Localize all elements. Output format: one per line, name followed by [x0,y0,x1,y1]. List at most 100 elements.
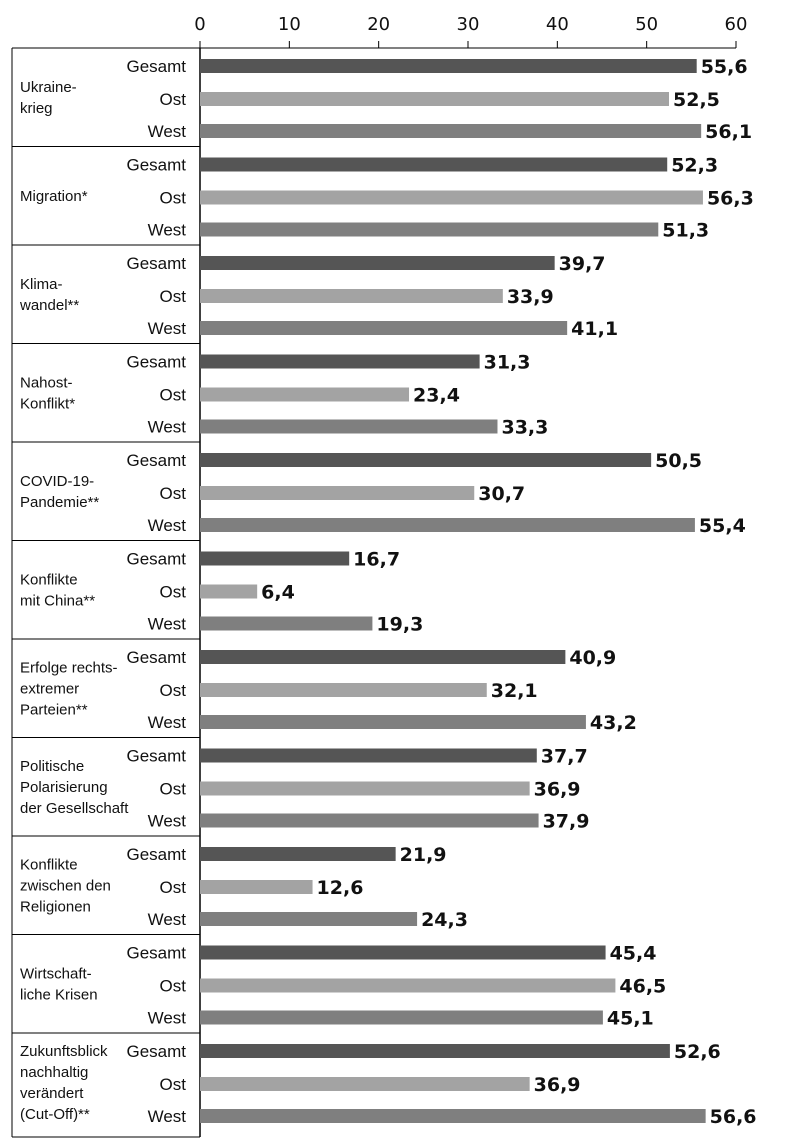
series-label-west: West [148,812,187,831]
group-label-line: nachhaltig [20,1064,88,1081]
value-label: 43,2 [590,712,637,734]
series-label-ost: Ost [160,878,187,897]
bar-ost [200,683,487,697]
value-label: 23,4 [413,385,460,407]
value-label: 24,3 [421,909,468,931]
group-label-line: zwischen den [20,877,111,894]
bar-gesamt [200,453,652,467]
bar-ost [200,781,530,796]
group-label: Ukraine-krieg [20,79,77,117]
value-label: 55,6 [701,56,748,78]
group-label-line: Nahost- [20,374,73,391]
group-label-line: Migration* [20,188,88,205]
value-label: 6,4 [261,582,295,604]
bar-west [200,715,586,729]
group-label-line: Zukunftsblick [20,1043,108,1060]
value-label: 37,9 [543,811,590,833]
bar-ost [200,584,258,599]
value-label: 37,7 [541,746,588,768]
series-label-gesamt: Gesamt [126,845,186,864]
group-label-line: Erfolge rechts- [20,659,118,676]
group-label-line: Politische [20,758,84,775]
series-label-west: West [148,122,187,141]
value-label: 33,9 [507,286,554,308]
group-label-line: COVID-19- [20,473,94,490]
value-label: 30,7 [478,483,525,505]
value-label: 19,3 [376,614,423,636]
value-label: 56,6 [710,1106,757,1128]
group-label-line: extremer [20,680,79,697]
bar-ost [200,1077,530,1091]
group-label: Konflikte mit China** [20,571,95,609]
value-label: 52,5 [673,89,720,111]
group-label-line: liche Krisen [20,986,98,1003]
group-label: Erfolge rechts-extremer Parteien** [20,659,118,718]
series-label-west: West [148,418,187,437]
x-tick-label: 10 [278,14,301,35]
bar-west [200,518,695,532]
bar-gesamt [200,256,555,270]
group-label-line: Pandemie** [20,494,99,511]
value-label: 55,4 [699,515,746,537]
value-label: 21,9 [400,844,447,866]
group-label-line: verändert [20,1085,84,1102]
series-label-gesamt: Gesamt [126,451,186,470]
bar-gesamt [200,551,350,566]
bar-gesamt [200,847,396,861]
value-label: 36,9 [534,1074,581,1096]
series-label-gesamt: Gesamt [126,944,186,963]
value-label: 32,1 [491,680,538,702]
series-label-west: West [148,1107,187,1126]
x-tick-label: 30 [457,14,480,35]
bar-gesamt [200,945,606,960]
series-label-ost: Ost [160,90,187,109]
value-label: 51,3 [662,220,709,242]
bar-ost [200,289,503,303]
value-label: 31,3 [484,352,531,374]
group-label: COVID-19- Pandemie** [20,473,99,511]
series-label-gesamt: Gesamt [126,648,186,667]
series-label-ost: Ost [160,484,187,503]
group-label: Konflikte zwischen den Religionen [20,856,111,915]
value-label: 40,9 [569,647,616,669]
series-label-gesamt: Gesamt [126,747,186,766]
group-label-line: Konflikte [20,856,78,873]
group-label-line: wandel** [19,297,79,314]
value-label: 50,5 [655,450,702,472]
bar-west [200,616,373,631]
group-label: Politische Polarisierung der Gesellschaft [20,758,129,817]
x-tick-label: 40 [546,14,569,35]
value-label: 39,7 [559,253,606,275]
bar-west [200,321,568,335]
series-label-west: West [148,615,187,634]
series-label-ost: Ost [160,189,187,208]
value-label: 56,1 [705,121,752,143]
group-label-line: mit China** [20,592,95,609]
series-label-west: West [148,221,187,240]
value-label: 52,6 [674,1041,721,1063]
series-label-gesamt: Gesamt [126,550,186,569]
bar-gesamt [200,59,697,73]
bar-gesamt [200,748,537,763]
value-label: 12,6 [317,877,364,899]
group-label: Nahost- Konflikt* [20,374,75,412]
value-label: 33,3 [501,417,548,439]
series-label-gesamt: Gesamt [126,156,186,175]
bar-ost [200,486,475,500]
bar-ost [200,978,616,993]
bar-gesamt [200,157,668,172]
series-label-west: West [148,910,187,929]
value-label: 45,1 [607,1008,654,1030]
value-label: 46,5 [619,976,666,998]
x-tick-label: 60 [725,14,748,35]
group-label-line: (Cut-Off)** [20,1106,90,1123]
bar-ost [200,190,703,205]
series-label-west: West [148,319,187,338]
series-label-ost: Ost [160,681,187,700]
series-label-gesamt: Gesamt [126,1042,186,1061]
bar-west [200,1010,603,1025]
bar-gesamt [200,1044,670,1058]
bar-ost [200,92,669,106]
